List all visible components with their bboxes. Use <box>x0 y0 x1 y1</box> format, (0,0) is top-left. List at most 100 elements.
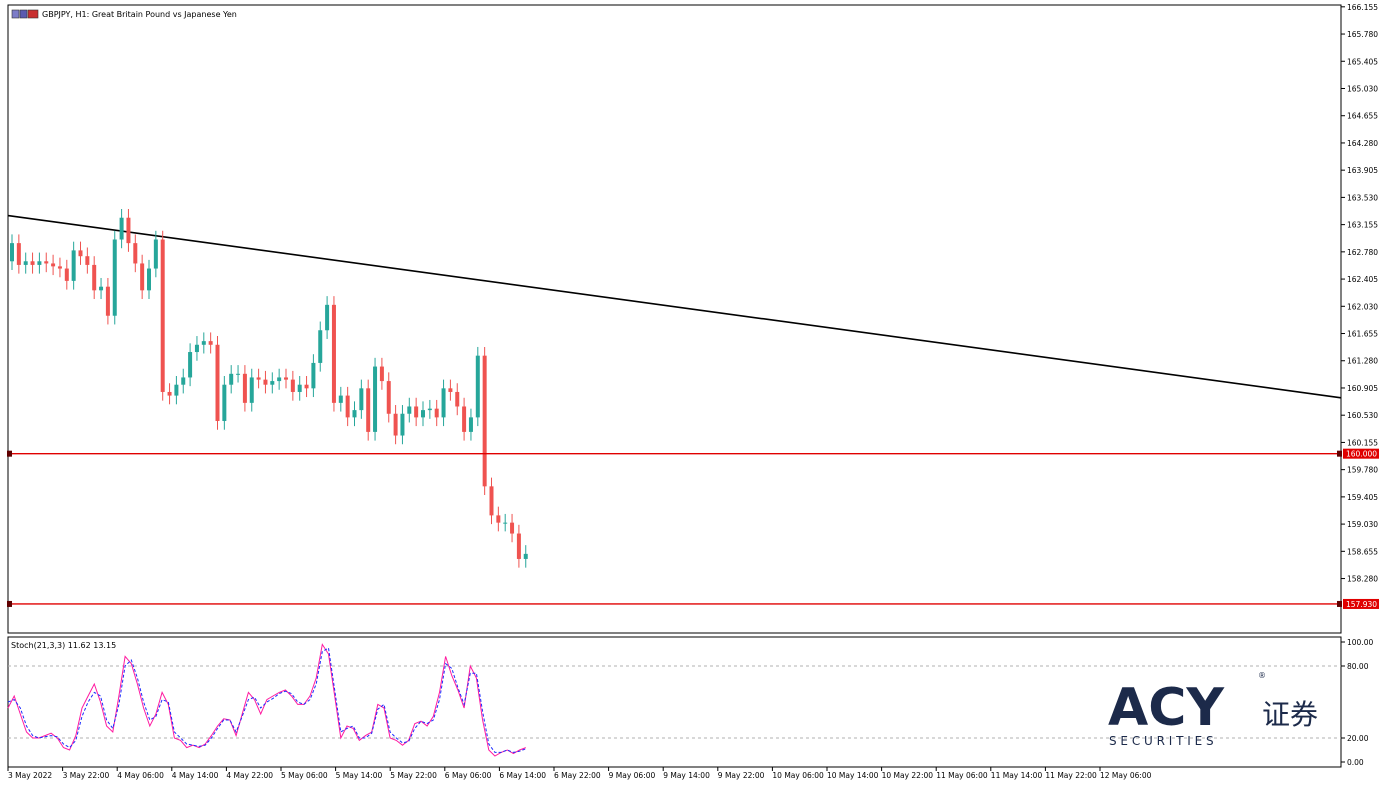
price-tick-label: 159.030 <box>1347 520 1378 529</box>
hline-anchor-left[interactable] <box>7 600 12 607</box>
candle-body <box>78 250 83 257</box>
time-tick-label: 5 May 06:00 <box>281 771 328 780</box>
candle-body <box>462 406 467 432</box>
indicator-panel[interactable] <box>7 636 1342 768</box>
stoch-tick-label: 0.00 <box>1347 758 1364 767</box>
candle-body <box>249 377 254 403</box>
hline-anchor-left[interactable] <box>7 450 12 457</box>
candle-body <box>523 553 528 559</box>
candle-body <box>475 355 480 418</box>
candle-body <box>140 263 145 291</box>
time-tick-label: 4 May 06:00 <box>117 771 164 780</box>
acy-logo: ACY 证券 ® S E C U R I T I E S <box>1108 671 1318 748</box>
candle-body <box>236 373 241 375</box>
trendline[interactable] <box>7 214 1342 399</box>
stoch-signal-line <box>7 647 526 753</box>
price-tick-label: 163.155 <box>1347 221 1378 230</box>
symbol-title: GBPJPY, H1: Great Britain Pound vs Japan… <box>42 10 237 19</box>
time-tick-label: 9 May 06:00 <box>609 771 656 780</box>
price-tick-label: 158.655 <box>1347 547 1378 556</box>
candle-body <box>153 239 158 269</box>
candle-body <box>468 417 473 432</box>
candle-body <box>215 344 220 422</box>
candle-body <box>366 388 371 432</box>
candle-body <box>373 366 378 432</box>
candle-body <box>414 406 419 418</box>
candle-body <box>489 486 494 516</box>
time-tick-label: 3 May 2022 <box>8 771 52 780</box>
candle-body <box>503 522 508 524</box>
candle-body <box>64 268 69 281</box>
candle-body <box>71 250 76 281</box>
candle-body <box>105 286 110 316</box>
time-tick-label: 10 May 14:00 <box>827 771 879 780</box>
logo-securities: S E C U R I T I E S <box>1109 734 1214 748</box>
header-icon[interactable] <box>11 9 39 19</box>
time-tick-label: 6 May 22:00 <box>554 771 601 780</box>
time-tick-label: 10 May 06:00 <box>772 771 824 780</box>
candle-body <box>325 304 330 331</box>
candle-body <box>57 266 62 269</box>
price-tick-label: 165.030 <box>1347 84 1378 93</box>
candle-body <box>174 384 179 396</box>
candle-body <box>10 243 14 262</box>
stoch-main-line <box>7 643 526 757</box>
price-tick-label: 160.530 <box>1347 411 1378 420</box>
candle-body <box>222 384 227 422</box>
candle-body <box>352 410 357 418</box>
candle-body <box>133 243 138 264</box>
candle-body <box>393 413 398 436</box>
hline-price-tag <box>1343 598 1379 609</box>
candle-body <box>407 406 412 414</box>
candle-body <box>400 413 405 436</box>
time-tick-label: 11 May 22:00 <box>1045 771 1097 780</box>
candle-body <box>30 261 35 265</box>
stoch-tick-label: 100.00 <box>1347 638 1373 647</box>
price-panel[interactable] <box>7 4 1342 634</box>
stoch-tick-label: 80.00 <box>1347 662 1369 671</box>
candle-body <box>277 377 282 382</box>
stoch-axis: 100.00 80.00 20.00 0.00 <box>1341 638 1373 767</box>
candle-body <box>421 410 425 418</box>
hline-price-tag <box>1343 448 1379 459</box>
hline-anchor-right[interactable] <box>1337 450 1342 457</box>
stoch-lines <box>7 643 526 757</box>
candle-body <box>23 261 28 265</box>
time-tick-label: 9 May 14:00 <box>663 771 710 780</box>
candle-body <box>338 395 343 403</box>
price-tick-label: 162.030 <box>1347 302 1378 311</box>
candle-body <box>434 408 439 418</box>
hline-anchor-right[interactable] <box>1337 600 1342 607</box>
horizontal-lines-layer: 160.000 157.930 <box>7 448 1379 609</box>
time-tick-label: 4 May 22:00 <box>226 771 273 780</box>
candle-body <box>242 373 247 403</box>
candle-body <box>147 268 151 291</box>
price-tick-label: 163.905 <box>1347 166 1378 175</box>
price-tick-label: 166.155 <box>1347 3 1378 12</box>
price-tick-label: 162.405 <box>1347 275 1378 284</box>
time-tick-label: 4 May 14:00 <box>172 771 219 780</box>
price-axis: 166.155 165.780 165.405 165.030 164.655 164.2… <box>1341 3 1378 584</box>
price-tick-label: 165.780 <box>1347 30 1378 39</box>
candle-body <box>194 344 199 353</box>
time-axis: 3 May 2022 3 May 22:00 4 May 06:00 4 May 14… <box>7 767 1152 780</box>
candle-body <box>270 381 275 385</box>
candles-layer <box>10 209 528 568</box>
price-tick-label: 159.405 <box>1347 493 1378 502</box>
candle-body <box>263 379 268 385</box>
price-tick-label: 163.530 <box>1347 193 1378 202</box>
candle-body <box>37 261 42 265</box>
candle-body <box>496 515 501 523</box>
candle-body <box>160 239 165 392</box>
time-tick-label: 5 May 22:00 <box>390 771 437 780</box>
candle-body <box>208 341 213 345</box>
price-tick-label: 164.655 <box>1347 112 1378 121</box>
candle-body <box>181 377 186 385</box>
candle-body <box>229 373 234 385</box>
candle-body <box>304 384 309 389</box>
candle-body <box>516 533 521 559</box>
candle-body <box>256 377 261 380</box>
hline-price-label: 160.000 <box>1346 450 1377 459</box>
price-tick-label: 158.280 <box>1347 575 1378 584</box>
